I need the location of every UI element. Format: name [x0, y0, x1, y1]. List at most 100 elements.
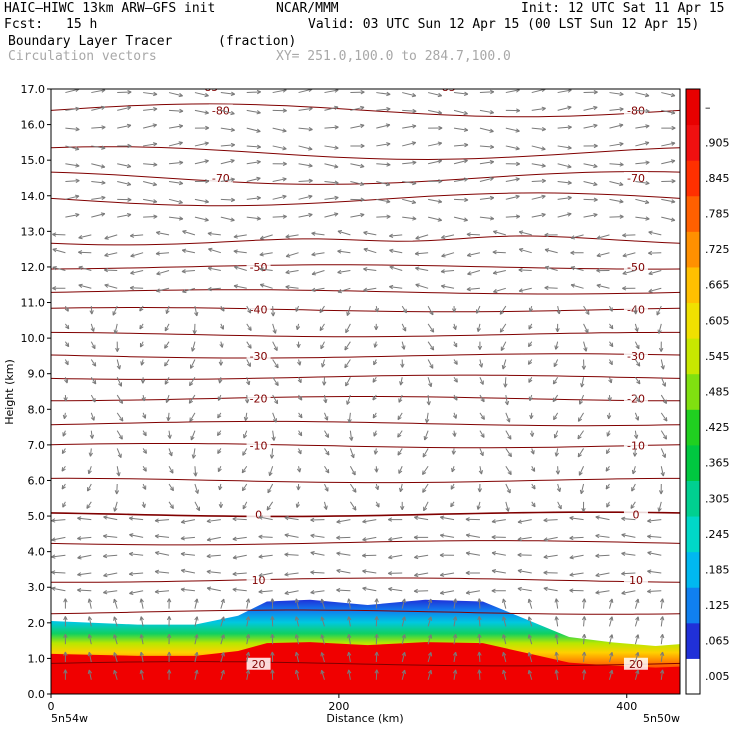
wind-vector-head — [232, 555, 238, 560]
wind-vector-head — [230, 159, 235, 164]
wind-vector — [557, 305, 560, 315]
wind-vector-head — [450, 485, 455, 490]
wind-vector — [194, 501, 200, 511]
wind-vector-head — [191, 347, 196, 352]
wind-vector-head — [164, 380, 169, 385]
wind-vector-head — [593, 163, 598, 169]
wind-vector-head — [308, 126, 313, 132]
colorbar-label: .545 — [705, 350, 730, 363]
wind-vector — [117, 106, 131, 111]
wind-vector — [491, 552, 506, 556]
wind-vector-head — [167, 434, 172, 439]
wind-vector — [194, 669, 198, 680]
wind-vector — [400, 377, 403, 386]
wind-vector-head — [527, 669, 532, 675]
wind-vector — [518, 287, 532, 292]
wind-vector-head — [439, 533, 445, 538]
wind-vector — [660, 669, 664, 680]
wind-vector-head — [429, 364, 434, 369]
wind-vector-head — [518, 288, 524, 293]
wind-vector-head — [503, 383, 508, 388]
wind-vector — [350, 124, 365, 129]
wind-vector-head — [670, 92, 676, 98]
wind-vector-head — [360, 163, 365, 169]
wind-vector-head — [671, 125, 676, 131]
wind-vector-head — [232, 536, 237, 541]
wind-vector-head — [422, 488, 427, 493]
wind-vector — [479, 145, 494, 148]
wind-vector — [130, 287, 144, 289]
wind-vector-head — [270, 598, 275, 603]
colorbar-label: .425 — [705, 421, 730, 434]
wind-vector — [129, 590, 144, 595]
wind-vector — [295, 634, 300, 645]
wind-vector-head — [554, 452, 559, 457]
wind-vector — [298, 89, 313, 94]
wind-vector-head — [578, 471, 583, 476]
wind-vector — [245, 412, 248, 421]
wind-vector-head — [413, 535, 418, 540]
colorbar-swatch — [686, 409, 700, 446]
wind-vector — [272, 195, 287, 200]
wind-vector — [427, 92, 442, 97]
wind-vector — [402, 198, 416, 204]
wind-vector-head — [164, 362, 169, 367]
wind-vector — [440, 590, 455, 594]
wind-vector-head — [437, 199, 443, 204]
wind-vector-head — [605, 467, 610, 472]
wind-vector — [51, 536, 66, 541]
wind-vector — [505, 215, 520, 218]
wind-vector-head — [310, 570, 315, 575]
wind-vector-head — [220, 669, 225, 675]
wind-vector — [116, 412, 124, 422]
wind-vector-head — [647, 569, 652, 574]
wind-vector — [77, 554, 92, 559]
wind-vector-head — [399, 487, 404, 493]
wind-vector — [246, 323, 252, 331]
wind-vector-head — [374, 616, 379, 621]
wind-vector-head — [51, 586, 56, 591]
wind-vector-head — [324, 416, 329, 421]
wind-vector — [660, 359, 664, 370]
wind-vector-head — [373, 360, 378, 366]
wind-vector-head — [103, 572, 108, 578]
wind-vector-head — [541, 212, 546, 218]
wind-vector — [389, 266, 403, 271]
wind-vector — [519, 231, 532, 236]
wind-vector-head — [256, 144, 261, 150]
wind-vector-head — [553, 362, 558, 368]
wind-vector-head — [204, 110, 209, 115]
wind-vector — [397, 448, 403, 456]
wind-vector-head — [363, 230, 368, 236]
wind-vector-head — [346, 400, 351, 405]
wind-vector-head — [437, 110, 443, 115]
wind-vector — [505, 89, 520, 94]
wind-vector-head — [113, 598, 118, 604]
wind-vector-head — [360, 123, 365, 129]
wind-vector-head — [87, 469, 92, 475]
cross-section-xy: XY= 251.0,100.0 to 284.7,100.0 — [276, 49, 511, 64]
wind-vector — [349, 501, 357, 511]
colorbar-swatch — [686, 266, 700, 304]
wind-vector — [583, 181, 598, 186]
wind-vector-head — [554, 616, 559, 621]
wind-vector-head — [166, 669, 172, 674]
wind-vector-head — [659, 633, 665, 639]
wind-vector-head — [502, 616, 507, 621]
wind-vector-head — [334, 125, 339, 130]
wind-vector — [206, 554, 221, 557]
wind-vector-head — [154, 518, 159, 523]
wind-vector — [569, 517, 584, 521]
wind-vector — [143, 108, 158, 111]
wind-vector — [493, 287, 506, 293]
wind-vector-head — [205, 125, 210, 131]
wind-vector-head — [337, 289, 342, 294]
wind-vector-head — [414, 572, 419, 578]
wind-vector — [88, 669, 92, 680]
wind-vector — [544, 287, 558, 289]
wind-vector — [453, 127, 468, 131]
wind-vector — [207, 536, 221, 541]
wind-vector — [321, 670, 325, 680]
colorbar-label: .605 — [705, 314, 730, 327]
wind-vector-head — [140, 361, 145, 366]
